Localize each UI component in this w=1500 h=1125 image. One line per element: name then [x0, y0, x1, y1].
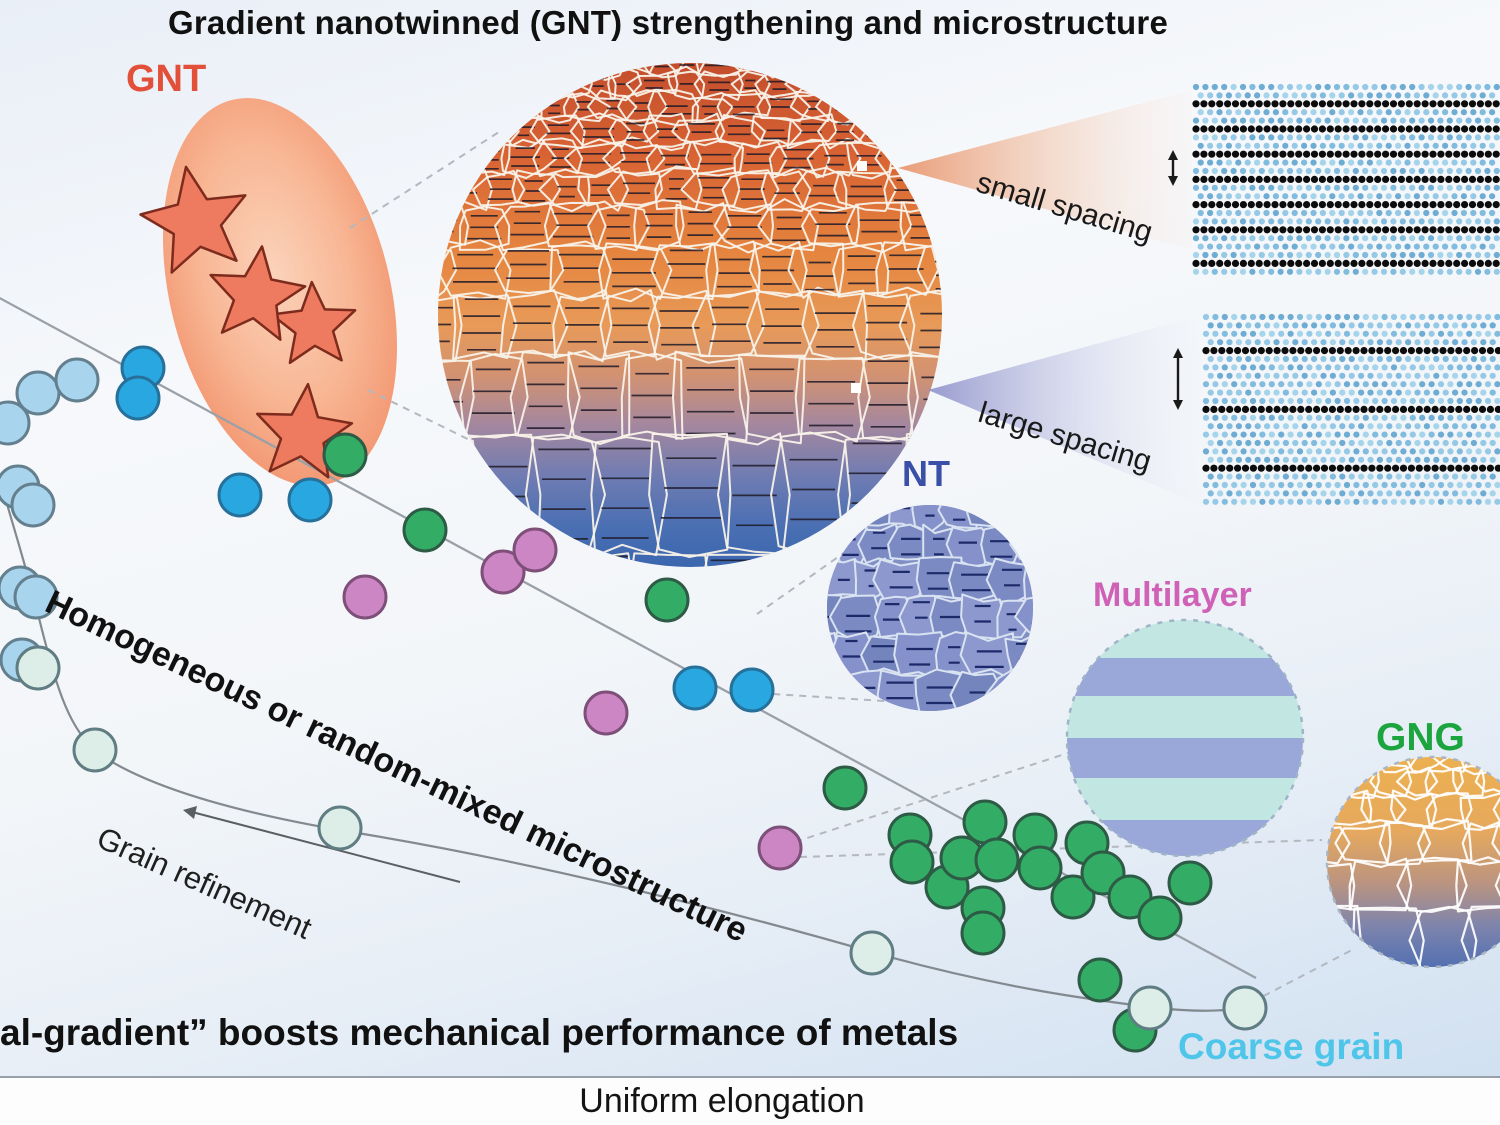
dashed-connector: [367, 389, 487, 449]
scatter-dot-pink-multilayer: [342, 574, 388, 620]
scatter-dot-green-gng: [644, 577, 690, 623]
scatter-dot-green-gng: [822, 765, 868, 811]
dashed-connector: [1251, 949, 1353, 1003]
scatter-dot-green-gng: [1077, 957, 1123, 1003]
scatter-dot-pink-multilayer: [512, 527, 558, 573]
dashed-connector: [794, 752, 1069, 843]
grain-refinement-arrow: [191, 811, 461, 883]
scatter-dot-medium-blue: [729, 667, 775, 713]
scatter-points: [0, 345, 1268, 1053]
gnt-region-label: GNT: [126, 58, 207, 100]
scatter-dot-green-gng: [1050, 874, 1096, 920]
scatter-dot-medium-blue: [672, 665, 718, 711]
dashed-connector: [349, 129, 503, 229]
scatter-dot-green-gng: [1167, 860, 1213, 906]
gnt-star-point: [139, 165, 247, 274]
gng-region-label: GNG: [1376, 716, 1465, 759]
small-spacing-marker: [857, 161, 867, 171]
scatter-dot-medium-blue: [287, 477, 333, 523]
scatter-dot-pale-mint: [1222, 985, 1268, 1031]
scatter-dot-pale-mint: [317, 805, 363, 851]
scatter-dot-coarse-grain-light-blue: [13, 574, 59, 620]
scatter-dot-pale-mint: [1127, 985, 1173, 1031]
dashed-connector: [799, 839, 1323, 858]
scatter-dot-coarse-grain-light-blue: [10, 482, 56, 528]
scatter-dot-pink-multilayer: [583, 690, 629, 736]
figure-title: Gradient nanotwinned (GNT) strengthening…: [168, 4, 1169, 41]
nt-region-label: NT: [902, 453, 950, 494]
scatter-dot-pale-mint: [849, 930, 895, 976]
scatter-dot-green-gng: [1137, 895, 1183, 941]
small-spacing-lattice: [1192, 83, 1500, 275]
scatter-dot-coarse-grain-light-blue: [54, 357, 100, 403]
gng-outline: [1325, 755, 1500, 969]
coarse-grain-label: Coarse grain: [1178, 1026, 1405, 1067]
scatter-dot-pale-mint: [15, 645, 61, 691]
x-axis-area: [0, 1076, 1500, 1125]
scatter-dot-green-gng: [974, 837, 1020, 883]
scatter-dot-green-gng: [402, 507, 448, 553]
multilayer-region-label: Multilayer: [1093, 576, 1252, 614]
scatter-dot-green-gng: [322, 432, 368, 478]
gnt-star-point: [270, 280, 357, 365]
gnt-star-point: [255, 382, 354, 479]
scatter-dot-pink-multilayer: [757, 825, 803, 871]
scatter-dot-medium-blue: [217, 472, 263, 518]
large-spacing-arrow: [1173, 348, 1183, 410]
large-spacing-wedge: [928, 315, 1202, 505]
gnt-microstructure-circle: [438, 63, 942, 567]
large-spacing-marker: [851, 383, 861, 393]
scatter-dot-green-gng: [1017, 845, 1063, 891]
large-spacing-lattice: [1202, 313, 1500, 505]
scatter-dot-green-gng: [960, 910, 1006, 956]
scatter-dot-green-gng: [889, 839, 935, 885]
small-spacing-wedge: [898, 90, 1192, 250]
headline-text: al-gradient” boosts mechanical performan…: [0, 1012, 959, 1053]
scatter-dot-coarse-grain-light-blue: [0, 400, 31, 446]
small-spacing-arrow: [1168, 150, 1178, 186]
scatter-dot-medium-blue: [115, 375, 161, 421]
multilayer-outline: [1065, 618, 1305, 858]
scatter-dot-green-gng: [962, 799, 1008, 845]
scatter-dot-pink-multilayer: [480, 549, 526, 595]
scatter-dot-pale-mint: [72, 727, 118, 773]
x-axis-label: Uniform elongation: [579, 1082, 865, 1120]
dashed-connector: [772, 693, 885, 702]
gnt-star-point: [209, 245, 307, 341]
